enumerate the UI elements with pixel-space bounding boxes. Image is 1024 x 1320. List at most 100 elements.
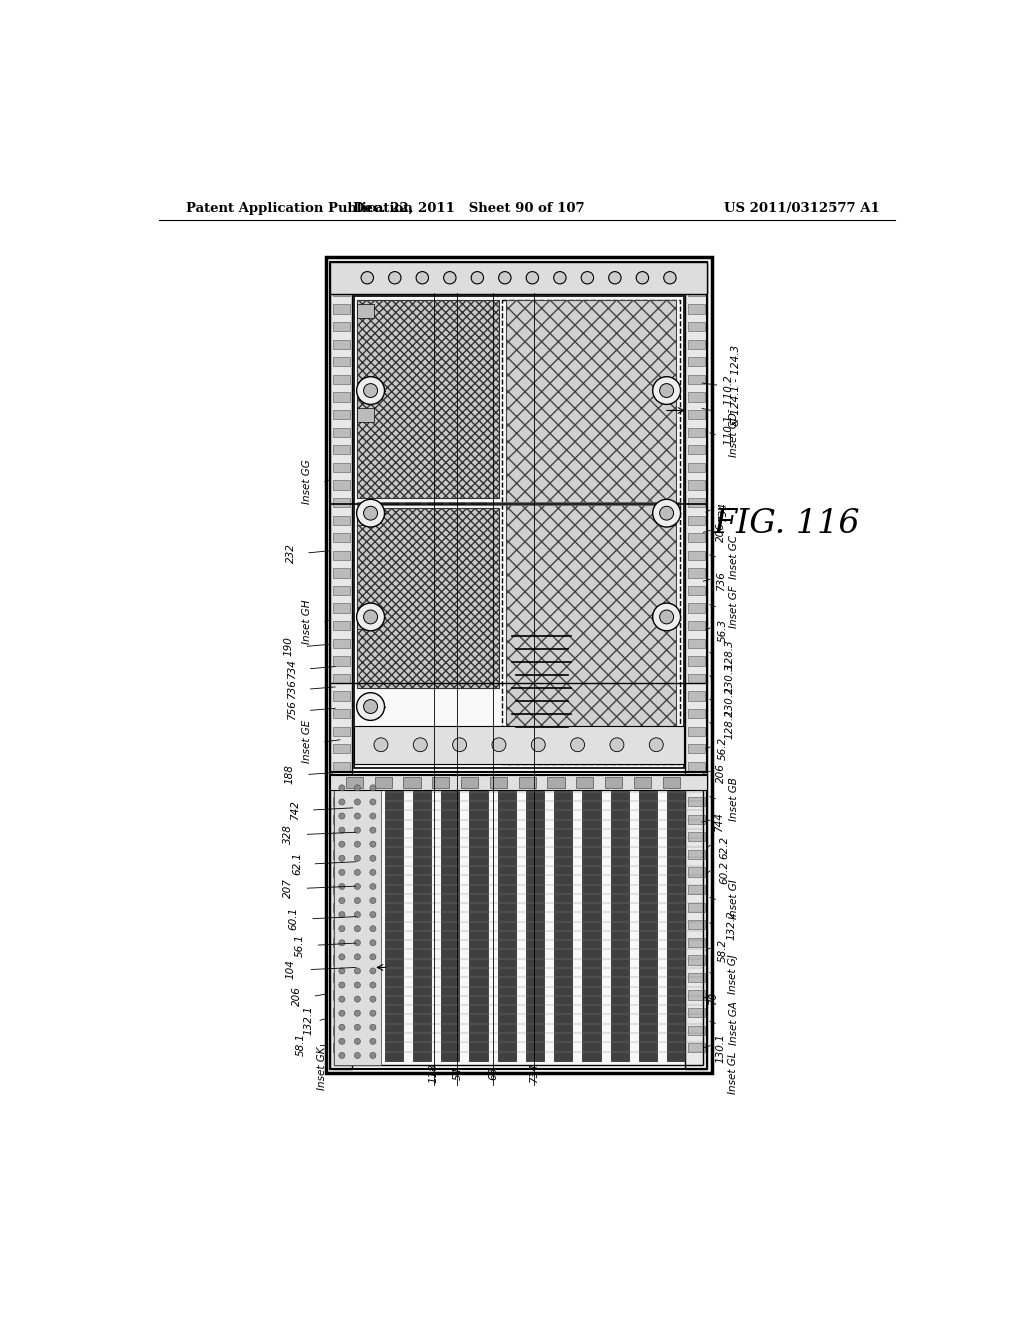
Bar xyxy=(450,503,464,504)
Circle shape xyxy=(608,272,622,284)
Bar xyxy=(525,783,544,1061)
Circle shape xyxy=(354,940,360,946)
Text: Patent Application Publication: Patent Application Publication xyxy=(186,202,413,215)
Circle shape xyxy=(354,912,360,917)
Bar xyxy=(687,392,705,401)
Bar xyxy=(687,445,705,454)
Text: 118: 118 xyxy=(428,1063,438,1084)
Bar xyxy=(687,533,705,543)
Circle shape xyxy=(339,1039,345,1044)
Bar xyxy=(331,261,707,294)
Bar xyxy=(333,673,349,682)
Text: 744: 744 xyxy=(714,812,724,832)
Bar xyxy=(687,973,705,982)
Circle shape xyxy=(354,1052,360,1059)
Circle shape xyxy=(339,982,345,989)
Circle shape xyxy=(354,954,360,960)
Bar xyxy=(333,463,349,473)
Bar xyxy=(634,777,651,788)
Circle shape xyxy=(354,870,360,875)
Circle shape xyxy=(370,813,376,820)
Circle shape xyxy=(370,828,376,833)
Bar xyxy=(353,726,684,764)
Text: 70: 70 xyxy=(708,991,718,1005)
Text: 736: 736 xyxy=(288,678,297,698)
Circle shape xyxy=(354,1024,360,1031)
Text: Inset GD: Inset GD xyxy=(729,412,739,457)
Text: FIG. 116: FIG. 116 xyxy=(714,508,860,540)
Circle shape xyxy=(339,799,345,805)
Bar xyxy=(687,692,705,701)
Bar xyxy=(333,779,349,788)
Circle shape xyxy=(636,272,648,284)
Circle shape xyxy=(364,610,378,624)
Circle shape xyxy=(370,954,376,960)
Circle shape xyxy=(339,954,345,960)
Bar xyxy=(685,261,707,1069)
Circle shape xyxy=(339,813,345,820)
Bar xyxy=(687,375,705,384)
Bar xyxy=(687,832,705,841)
Bar xyxy=(687,498,705,507)
Bar xyxy=(357,615,375,630)
Bar xyxy=(687,867,705,876)
Circle shape xyxy=(374,738,388,751)
Circle shape xyxy=(453,738,467,751)
Text: 132.1: 132.1 xyxy=(304,1006,314,1035)
Bar xyxy=(639,783,657,1061)
Bar xyxy=(375,777,392,788)
Circle shape xyxy=(354,898,360,904)
Bar xyxy=(687,428,705,437)
Bar xyxy=(333,480,349,490)
Bar xyxy=(489,777,507,788)
Circle shape xyxy=(370,799,376,805)
Bar xyxy=(333,603,349,612)
Circle shape xyxy=(339,785,345,791)
Circle shape xyxy=(354,982,360,989)
Text: 68: 68 xyxy=(488,1067,498,1080)
Circle shape xyxy=(339,925,345,932)
Text: Inset GG: Inset GG xyxy=(302,459,312,504)
Circle shape xyxy=(339,1010,345,1016)
Text: Inset GL: Inset GL xyxy=(728,1052,737,1094)
Bar xyxy=(333,814,349,824)
Bar xyxy=(334,779,703,1065)
Bar xyxy=(687,656,705,665)
Text: 62.1: 62.1 xyxy=(292,853,302,875)
Bar xyxy=(687,622,705,631)
Circle shape xyxy=(354,925,360,932)
Circle shape xyxy=(370,1052,376,1059)
Bar xyxy=(333,797,349,807)
Text: 128.3: 128.3 xyxy=(725,639,734,669)
Bar xyxy=(333,1008,349,1018)
Text: 232: 232 xyxy=(286,543,296,562)
Bar xyxy=(333,445,349,454)
Circle shape xyxy=(354,855,360,862)
Bar xyxy=(333,1026,349,1035)
Bar xyxy=(687,322,705,331)
Circle shape xyxy=(339,855,345,862)
Bar xyxy=(333,920,349,929)
Bar xyxy=(687,903,705,912)
Circle shape xyxy=(356,376,385,404)
Bar xyxy=(383,503,398,504)
Bar xyxy=(333,498,349,507)
Text: 56.1: 56.1 xyxy=(295,933,304,957)
Circle shape xyxy=(354,997,360,1002)
Circle shape xyxy=(492,738,506,751)
Bar xyxy=(687,920,705,929)
Bar xyxy=(333,550,349,560)
Bar xyxy=(333,569,349,578)
Circle shape xyxy=(370,855,376,862)
Circle shape xyxy=(652,603,681,631)
Bar xyxy=(687,797,705,807)
Text: 207: 207 xyxy=(284,878,293,898)
Text: 56.2: 56.2 xyxy=(718,738,728,760)
Bar xyxy=(357,408,375,421)
Bar xyxy=(333,622,349,631)
Bar xyxy=(333,884,349,894)
Bar xyxy=(687,286,705,296)
Bar xyxy=(687,762,705,771)
Text: Dec. 22, 2011   Sheet 90 of 107: Dec. 22, 2011 Sheet 90 of 107 xyxy=(353,202,585,215)
Circle shape xyxy=(356,603,385,631)
